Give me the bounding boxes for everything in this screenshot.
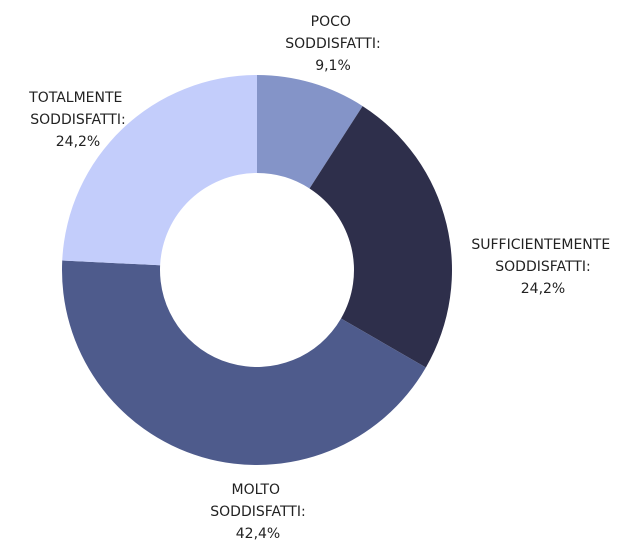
label-line: SUFFICIENTEMENTE [471,237,614,253]
slice-label: TOTALMENTE SODDISFATTI: [28,90,127,128]
donut-slice [62,75,258,266]
donut-slice [309,106,452,368]
slice-value-label: 9,1% [315,58,351,74]
label-line: SODDISFATTI: [30,112,125,128]
label-line: SODDISFATTI: [495,259,590,275]
donut-slice [61,260,426,465]
label-line: TOTALMENTE [28,90,127,106]
label-line: POCO [311,14,356,30]
label-line: SODDISFATTI: [210,504,305,520]
donut-slice [257,75,363,189]
slice-value-label: 42,4% [236,526,280,540]
label-line: MOLTO [232,482,285,498]
slice-value-label: 24,2% [56,134,100,150]
label-line: SODDISFATTI: [285,36,380,52]
slice-label: MOLTO SODDISFATTI: [210,482,305,520]
slice-label: SUFFICIENTEMENTE SODDISFATTI: [471,237,614,275]
slice-value-label: 24,2% [521,281,565,297]
slice-label: POCO SODDISFATTI: [285,14,380,52]
